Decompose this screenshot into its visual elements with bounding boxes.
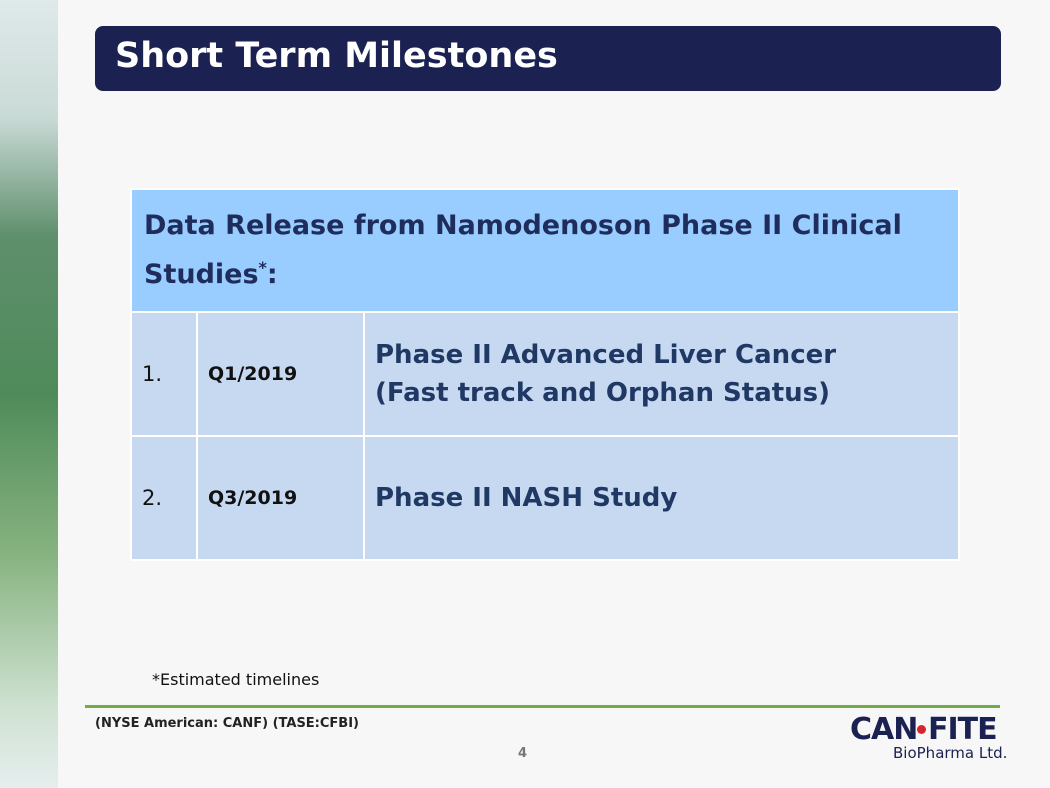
- header-sup: *: [258, 258, 267, 277]
- desc-line: Phase II NASH Study: [375, 483, 678, 513]
- row-date: Q3/2019: [196, 435, 365, 561]
- logo-tagline: BioPharma Ltd.: [893, 744, 1008, 762]
- header-suffix: :: [266, 259, 278, 290]
- logo-text: FITE: [928, 712, 998, 747]
- table-header: Data Release from Namodenoson Phase II C…: [130, 188, 960, 313]
- desc-line: Phase II Advanced Liver Cancer: [375, 340, 837, 370]
- tickers: (NYSE American: CANF) (TASE:CFBI): [95, 716, 359, 731]
- footnote: *Estimated timelines: [152, 670, 320, 689]
- logo-dot: [917, 725, 926, 734]
- desc-line: (Fast track and Orphan Status): [375, 378, 831, 408]
- slide-title: Short Term Milestones: [115, 36, 558, 76]
- table-row: 1. Q1/2019 Phase II Advanced Liver Cance…: [130, 311, 960, 437]
- milestones-table: Data Release from Namodenoson Phase II C…: [130, 188, 960, 561]
- row-date: Q1/2019: [196, 311, 365, 437]
- logo-text: CAN: [850, 712, 918, 747]
- decorative-strip: [0, 0, 58, 788]
- footer-rule: [85, 705, 1000, 708]
- header-cell: Data Release from Namodenoson Phase II C…: [130, 188, 960, 313]
- row-description: Phase II NASH Study: [363, 435, 960, 561]
- row-description: Phase II Advanced Liver Cancer (Fast trac…: [363, 311, 960, 437]
- table-row: 2. Q3/2019 Phase II NASH Study: [130, 435, 960, 561]
- header-text: Data Release from Namodenoson Phase II C…: [144, 210, 902, 290]
- page-number: 4: [518, 746, 528, 761]
- row-number: 1.: [130, 311, 198, 437]
- title-bar: [95, 26, 1001, 91]
- row-number: 2.: [130, 435, 198, 561]
